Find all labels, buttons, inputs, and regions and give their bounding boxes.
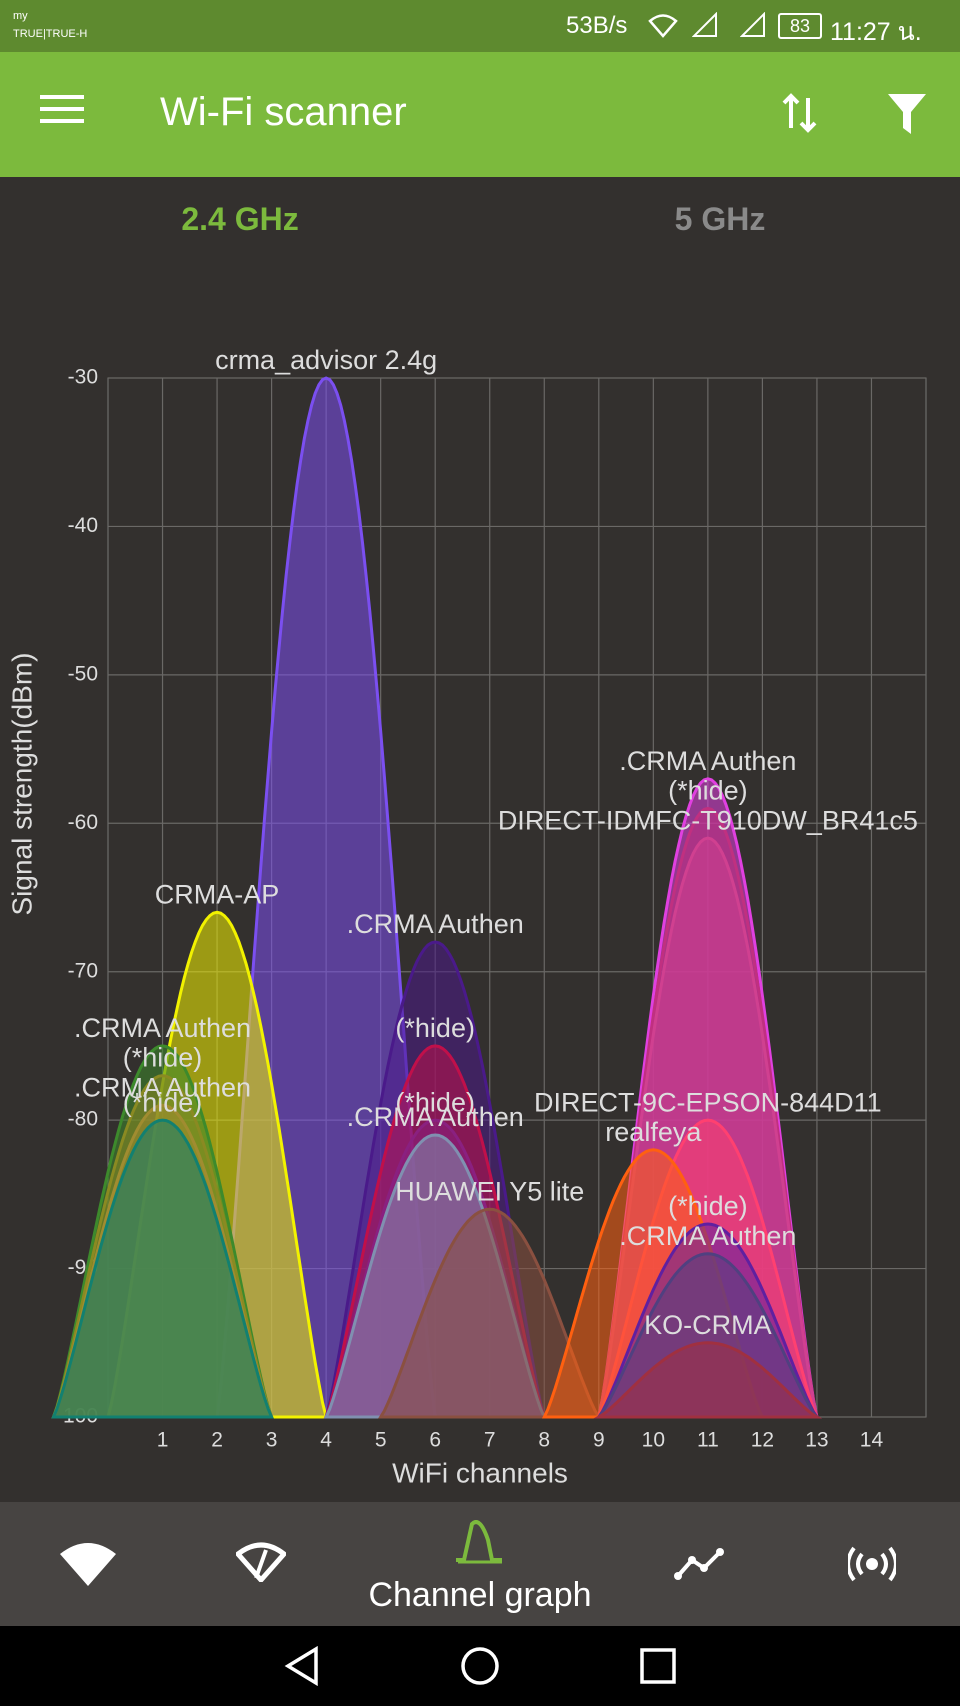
nav-channel-rating[interactable]	[236, 1542, 286, 1582]
tab-5ghz[interactable]: 5 GHz	[674, 201, 766, 237]
network-label: (*hide)	[395, 1013, 475, 1043]
menu-button[interactable]	[40, 94, 84, 124]
network-label: .CRMA Authen	[619, 746, 796, 776]
network-label: KO-CRMA	[644, 1310, 772, 1340]
status-bar: my TRUE|TRUE-H 53B/s 83 11:27 น.	[0, 0, 960, 52]
network-label: .CRMA Authen	[619, 1221, 796, 1251]
bottom-nav: Channel graph	[0, 1502, 960, 1626]
network-label: realfeya	[605, 1117, 702, 1147]
network-label: DIRECT-IDMFC-T910DW_BR41c5	[498, 805, 918, 835]
nav-access-points[interactable]	[60, 1542, 116, 1586]
y-tick-label: -30	[68, 366, 98, 389]
system-nav	[0, 1626, 960, 1706]
y-tick-label: -80	[68, 1108, 98, 1131]
network-label: CRMA-AP	[155, 879, 280, 909]
network-label: (*hide)	[668, 776, 748, 806]
x-tick-label: 1	[157, 1429, 169, 1452]
network-curve	[51, 1118, 274, 1419]
x-tick-label: 13	[805, 1429, 828, 1452]
recents-button[interactable]	[640, 1648, 676, 1684]
x-tick-label: 14	[860, 1429, 884, 1452]
network-label: .CRMA Authen	[74, 1072, 251, 1102]
app-bar: Wi-Fi scanner	[0, 52, 960, 177]
network-label: .CRMA Authen	[347, 909, 524, 939]
wifi-icon	[648, 14, 678, 38]
x-tick-label: 9	[593, 1429, 605, 1452]
y-axis-label: Signal strength(dBm)	[6, 652, 37, 915]
battery: 83	[778, 13, 822, 39]
channel-chart: Signal strength(dBm) WiFi channels -30 -4…	[6, 345, 927, 1488]
network-label: (*hide)	[395, 1087, 475, 1117]
network-label: HUAWEI Y5 lite	[395, 1176, 584, 1206]
sort-button[interactable]	[782, 92, 818, 134]
nav-time-graph[interactable]	[674, 1548, 724, 1580]
x-tick-label: 3	[266, 1429, 278, 1452]
clock: 11:27 น.	[830, 18, 922, 46]
y-tick-label: -60	[68, 811, 98, 834]
carrier: TRUE|TRUE-H	[13, 28, 88, 40]
y-tick-label: -40	[68, 514, 98, 537]
network-label: (*hide)	[123, 1087, 203, 1117]
x-tick-label: 7	[484, 1429, 496, 1452]
x-tick-label: 6	[429, 1429, 441, 1452]
home-button[interactable]	[460, 1646, 500, 1686]
network-curve	[593, 1341, 823, 1419]
nav-active-label[interactable]: Channel graph	[368, 1576, 592, 1614]
network-label: DIRECT-9C-EPSON-844D11	[534, 1087, 882, 1117]
x-axis-label: WiFi channels	[392, 1457, 568, 1488]
network-label: .CRMA Authen	[74, 1013, 251, 1043]
x-tick-label: 2	[211, 1429, 223, 1452]
network-label: .CRMA Authen	[347, 1102, 524, 1132]
app-title: Wi-Fi scanner	[160, 90, 407, 134]
nav-vendors[interactable]	[848, 1544, 896, 1584]
x-tick-label: 12	[751, 1429, 774, 1452]
network-label: crma_advisor 2.4g	[215, 345, 437, 375]
y-tick-label: -70	[68, 959, 98, 982]
x-tick-label: 8	[538, 1429, 550, 1452]
network-label: (*hide)	[123, 1043, 203, 1073]
x-tick-label: 11	[697, 1429, 719, 1452]
signal-icon	[692, 12, 717, 37]
net-speed: 53B/s	[566, 12, 628, 39]
network-label: (*hide)	[668, 1191, 748, 1221]
y-tick-label: -50	[68, 662, 98, 685]
x-tick-label: 4	[320, 1429, 332, 1452]
filter-button[interactable]	[888, 94, 926, 134]
carrier-top: my	[13, 10, 28, 22]
tab-24ghz[interactable]: 2.4 GHz	[181, 201, 299, 237]
nav-channel-graph-icon[interactable]	[456, 1520, 504, 1564]
band-tabs: 2.4 GHz 5 GHz	[0, 177, 960, 267]
x-tick-label: 10	[642, 1429, 665, 1452]
signal-icon	[740, 12, 765, 37]
back-button[interactable]	[284, 1646, 320, 1686]
network-curve	[378, 1207, 602, 1419]
x-tick-label: 5	[375, 1429, 387, 1452]
